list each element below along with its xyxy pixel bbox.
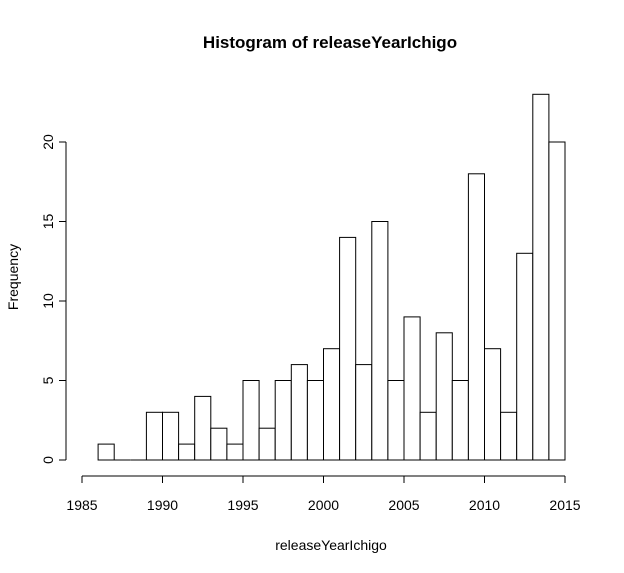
histogram-bar: [210, 427, 228, 461]
x-tick-label: 2010: [469, 497, 500, 513]
histogram-bar: [226, 443, 244, 461]
x-tick-label: 1995: [227, 497, 258, 513]
x-tick-label: 2000: [308, 497, 339, 513]
histogram-bar: [290, 364, 308, 461]
histogram-bar: [435, 332, 453, 461]
x-axis: 1985 1990 1995 2000 2005 2010 2015: [66, 475, 581, 513]
histogram-bar: [371, 221, 389, 461]
y-tick-label: 0: [40, 456, 56, 464]
x-axis-label: releaseYearIchigo: [275, 537, 387, 553]
y-tick-label: 15: [40, 214, 56, 230]
histogram-bar: [178, 443, 196, 461]
chart-title: Histogram of releaseYearIchigo: [203, 33, 457, 52]
x-tick-label: 1985: [66, 497, 97, 513]
histogram-bar: [500, 411, 518, 461]
y-tick-label: 5: [40, 376, 56, 384]
histogram-bar: [323, 348, 341, 461]
histogram-bar: [532, 93, 550, 461]
y-axis: 0 5 10 15 20: [40, 134, 67, 464]
y-axis-label: Frequency: [5, 244, 21, 310]
x-tick-label: 2005: [388, 497, 419, 513]
histogram-bar: [484, 348, 502, 461]
histogram-bar: [242, 380, 260, 461]
histogram-bar: [145, 411, 163, 461]
histogram-bar: [451, 380, 469, 461]
y-tick-label: 20: [40, 134, 56, 150]
histogram-bar: [467, 173, 485, 461]
histogram-bar: [403, 316, 421, 461]
histogram-bar: [194, 395, 212, 461]
histogram-bar: [306, 380, 324, 461]
histogram-bar: [339, 236, 357, 461]
histogram-bar: [97, 443, 115, 461]
y-tick-label: 10: [40, 293, 56, 309]
bars-group: [97, 93, 566, 461]
histogram-bar: [387, 380, 405, 461]
histogram-bar: [355, 364, 373, 461]
histogram-bar: [516, 252, 534, 461]
histogram-bar: [274, 380, 292, 461]
x-tick-label: 2015: [549, 497, 580, 513]
x-tick-label: 1990: [147, 497, 178, 513]
histogram-bar: [419, 411, 437, 461]
histogram-bar: [258, 427, 276, 461]
histogram-bar: [162, 411, 180, 461]
histogram-bar: [548, 141, 566, 461]
